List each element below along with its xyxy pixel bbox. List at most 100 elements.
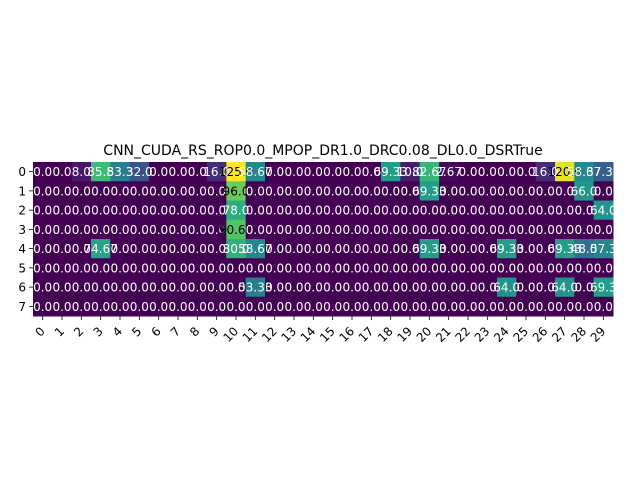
- cell-value-label: 0.0: [497, 184, 516, 198]
- heatmap-cell: [71, 258, 92, 278]
- heatmap-cell: [497, 258, 517, 278]
- cell-value-label: 0.0: [516, 204, 535, 218]
- cell-value-label: 0.0: [342, 204, 361, 218]
- cell-value-label: 0.0: [478, 281, 497, 295]
- cell-value-label: 57.3: [590, 242, 617, 256]
- heatmap-cell: [129, 200, 150, 221]
- cell-value-label: 0.0: [478, 242, 497, 256]
- cell-value-label: 0.0: [149, 242, 168, 256]
- cell-value-label: 0.0: [400, 223, 419, 237]
- x-tick-label: 9: [206, 324, 221, 339]
- cell-value-label: 0.0: [52, 300, 71, 314]
- cell-value-label: 0.0: [110, 223, 129, 237]
- cell-value-label: 0.0: [400, 281, 419, 295]
- heatmap-cell: [91, 239, 111, 259]
- cell-value-label: 0.0: [323, 204, 342, 218]
- heatmap-cell: [400, 277, 421, 298]
- cell-value-label: 0.0: [304, 184, 323, 198]
- cell-value-label: 0.0: [149, 281, 168, 295]
- heatmap-cell: [574, 239, 595, 259]
- cell-value-label: 0.0: [188, 281, 207, 295]
- heatmap-cell: [361, 239, 382, 259]
- heatmap-cell: [381, 162, 401, 182]
- cell-value-label: 0.0: [33, 184, 52, 198]
- cell-value-label: 0.0: [516, 242, 535, 256]
- cell-value-label: 0.0: [33, 204, 52, 218]
- cell-value-label: 0.0: [304, 204, 323, 218]
- heatmap-cell: [110, 200, 131, 221]
- heatmap-cell: [400, 200, 421, 221]
- heatmap-cell: [265, 239, 285, 259]
- heatmap-cell: [71, 219, 92, 240]
- cell-value-label: 8.0: [72, 165, 91, 179]
- cell-value-label: 0.0: [110, 261, 129, 275]
- cell-value-label: 0.0: [130, 242, 149, 256]
- cell-value-label: 0.0: [574, 204, 593, 218]
- cell-value-label: 0.0: [342, 261, 361, 275]
- heatmap-cell: [593, 219, 614, 240]
- cell-value-label: 0.0: [420, 281, 439, 295]
- heatmap-cell: [207, 200, 227, 221]
- heatmap-cell: [226, 277, 247, 298]
- heatmap-cell: [535, 239, 556, 259]
- x-tick-label: 20: [414, 324, 435, 345]
- cell-value-label: 0.0: [458, 223, 477, 237]
- heatmap-cell: [477, 296, 498, 317]
- x-tick-label: 11: [240, 324, 261, 345]
- heatmap-cell: [33, 162, 53, 182]
- chart-title: CNN_CUDA_RS_ROP0.0_MPOP_DR1.0_DRC0.08_DL…: [103, 143, 542, 159]
- x-tick-label: 4: [110, 324, 125, 339]
- heatmap-cell: [168, 162, 189, 182]
- heatmap-cell: [381, 296, 401, 317]
- heatmap-cell: [265, 181, 285, 201]
- heatmap-cell: [245, 296, 266, 317]
- heatmap-cell: [593, 296, 614, 317]
- heatmap-cell: [245, 277, 266, 298]
- heatmap-cell: [52, 239, 73, 259]
- heatmap-cell: [419, 239, 440, 259]
- heatmap-cell: [361, 181, 382, 201]
- heatmap-cell: [323, 181, 343, 201]
- cell-value-label: 0.0: [33, 300, 52, 314]
- cell-value-label: 0.0: [536, 261, 555, 275]
- heatmap-cell: [226, 219, 247, 240]
- heatmap-cell: [458, 162, 479, 182]
- y-tick-label: 5: [18, 261, 26, 275]
- heatmap-cell: [187, 258, 208, 278]
- heatmap-cell: [574, 277, 595, 298]
- heatmap-cell: [110, 258, 131, 278]
- cell-value-label: 90.67: [219, 223, 253, 237]
- cell-value-label: 0.0: [400, 242, 419, 256]
- cell-value-label: 0.0: [284, 204, 303, 218]
- cell-value-label: 0.0: [478, 165, 497, 179]
- heatmap-cell: [91, 277, 111, 298]
- heatmap-cell: [555, 162, 575, 182]
- cell-value-label: 0.0: [207, 223, 226, 237]
- cell-value-label: 0.0: [536, 300, 555, 314]
- cell-value-label: 0.0: [284, 223, 303, 237]
- cell-value-label: 0.0: [110, 184, 129, 198]
- cell-value-label: 0.0: [458, 184, 477, 198]
- heatmap-cell: [361, 296, 382, 317]
- heatmap-cell: [593, 162, 614, 182]
- cell-value-label: 0.0: [149, 261, 168, 275]
- heatmap-cell: [168, 239, 189, 259]
- heatmap-cell: [129, 296, 150, 317]
- cell-value-label: 0.0: [536, 204, 555, 218]
- cell-value-label: 0.0: [284, 300, 303, 314]
- heatmap-cell: [323, 162, 343, 182]
- x-tick-label: 15: [317, 324, 338, 345]
- heatmap-cell: [574, 162, 595, 182]
- x-tick-label: 24: [491, 324, 512, 345]
- cell-value-label: 0.0: [458, 242, 477, 256]
- heatmap-cell: [303, 181, 324, 201]
- heatmap-cell: [168, 181, 189, 201]
- cell-value-label: 0.0: [323, 165, 342, 179]
- cell-value-label: 0.0: [342, 281, 361, 295]
- cell-value-label: 0.0: [52, 184, 71, 198]
- heatmap-cell: [226, 200, 247, 221]
- cell-value-label: 0.0: [497, 261, 516, 275]
- heatmap-cell: [477, 258, 498, 278]
- heatmap-cell: [226, 296, 247, 317]
- cell-value-label: 0.0: [478, 261, 497, 275]
